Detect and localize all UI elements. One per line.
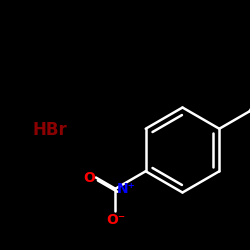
Text: N⁺: N⁺ bbox=[117, 182, 136, 196]
Text: O⁻: O⁻ bbox=[106, 212, 125, 226]
Text: O: O bbox=[83, 170, 95, 184]
Text: HBr: HBr bbox=[32, 121, 67, 139]
